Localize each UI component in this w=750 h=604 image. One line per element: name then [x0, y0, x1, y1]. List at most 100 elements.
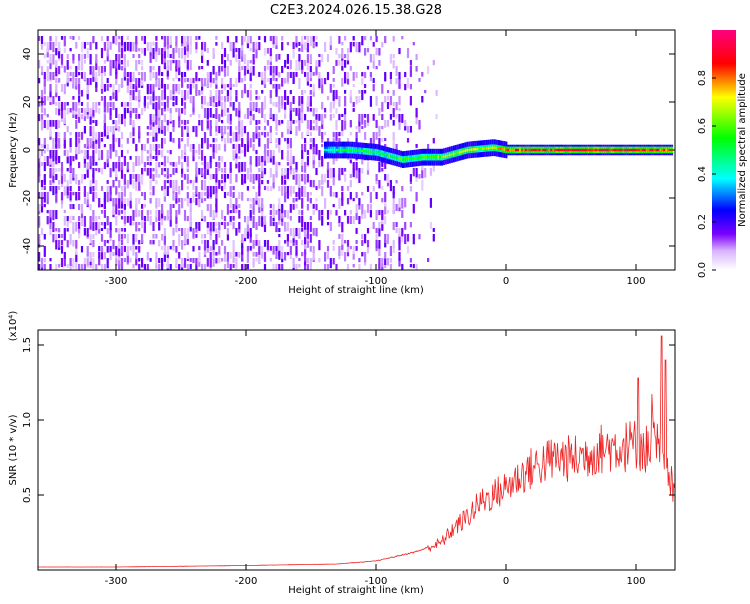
- noise-speck: [95, 168, 98, 171]
- noise-speck: [158, 174, 161, 178]
- noise-speck: [155, 162, 158, 170]
- noise-speck: [72, 36, 75, 40]
- noise-speck: [249, 138, 252, 148]
- noise-speck: [352, 162, 355, 172]
- noise-speck: [175, 72, 178, 79]
- noise-speck: [183, 120, 187, 126]
- noise-speck: [112, 180, 115, 188]
- noise-speck: [72, 108, 75, 115]
- noise-speck: [221, 54, 224, 65]
- noise-speck: [215, 78, 218, 85]
- noise-speck: [83, 186, 86, 197]
- noise-speck: [80, 150, 84, 154]
- noise-speck: [261, 162, 264, 172]
- noise-speck: [95, 132, 98, 140]
- noise-speck: [80, 246, 84, 253]
- noise-speck: [269, 36, 272, 41]
- noise-speck: [198, 156, 201, 160]
- noise-speck: [221, 174, 224, 180]
- noise-speck: [161, 90, 164, 101]
- noise-speck: [226, 96, 229, 102]
- noise-speck: [100, 234, 104, 242]
- noise-speck: [212, 138, 215, 143]
- noise-speck: [123, 222, 126, 227]
- noise-speck: [226, 174, 229, 179]
- noise-speck: [249, 102, 252, 111]
- noise-speck: [223, 216, 227, 222]
- noise-speck: [158, 48, 161, 55]
- noise-speck: [215, 210, 218, 218]
- noise-speck: [38, 252, 41, 262]
- noise-speck: [141, 84, 144, 88]
- noise-speck: [404, 72, 407, 78]
- signal-core: [464, 149, 467, 152]
- noise-speck: [258, 198, 261, 208]
- noise-speck: [181, 168, 184, 174]
- noise-speck: [60, 36, 64, 40]
- noise-speck: [341, 234, 344, 245]
- noise-speck: [246, 198, 249, 202]
- noise-speck: [318, 60, 321, 67]
- noise-speck: [255, 252, 258, 257]
- noise-speck: [38, 150, 41, 159]
- noise-speck: [229, 126, 232, 136]
- signal-core: [376, 151, 379, 154]
- signal-core: [560, 148, 562, 152]
- noise-speck: [78, 138, 81, 144]
- noise-speck: [261, 216, 264, 227]
- noise-speck: [143, 264, 146, 270]
- noise-speck: [135, 78, 138, 87]
- noise-speck: [312, 246, 315, 253]
- noise-speck: [169, 96, 172, 100]
- noise-speck: [215, 186, 218, 193]
- noise-speck: [161, 150, 164, 158]
- noise-speck: [118, 42, 121, 53]
- noise-speck: [298, 228, 301, 238]
- noise-speck: [120, 240, 124, 246]
- noise-speck: [309, 144, 312, 150]
- signal-core: [374, 151, 377, 154]
- noise-speck: [175, 162, 178, 168]
- noise-speck: [432, 60, 435, 66]
- noise-speck: [186, 90, 189, 100]
- noise-speck: [115, 36, 118, 46]
- noise-speck: [338, 138, 341, 143]
- noise-speck: [381, 126, 384, 130]
- noise-speck: [266, 138, 269, 149]
- noise-speck: [218, 102, 221, 107]
- noise-speck: [269, 48, 272, 57]
- noise-speck: [335, 210, 338, 216]
- noise-speck: [198, 90, 201, 96]
- noise-speck: [238, 162, 241, 173]
- noise-speck: [120, 234, 124, 240]
- noise-speck: [264, 270, 266, 277]
- noise-speck: [149, 156, 152, 162]
- noise-speck: [301, 60, 304, 70]
- noise-speck: [80, 210, 84, 218]
- noise-speck: [278, 102, 281, 113]
- noise-speck: [249, 66, 252, 73]
- noise-speck: [95, 42, 98, 50]
- noise-speck: [395, 78, 398, 85]
- noise-speck: [321, 102, 324, 110]
- noise-speck: [338, 216, 341, 223]
- noise-speck: [309, 192, 312, 196]
- noise-speck: [246, 132, 249, 141]
- noise-speck: [126, 216, 129, 223]
- noise-speck: [132, 222, 135, 226]
- noise-speck: [341, 42, 344, 46]
- noise-speck: [166, 168, 169, 176]
- noise-speck: [123, 204, 126, 210]
- noise-speck: [315, 120, 318, 131]
- noise-speck: [201, 84, 204, 91]
- noise-speck: [209, 210, 212, 218]
- noise-speck: [120, 210, 124, 214]
- noise-speck: [338, 54, 341, 59]
- noise-speck: [266, 240, 269, 250]
- noise-speck: [69, 66, 72, 70]
- noise-speck: [332, 114, 335, 119]
- noise-speck: [232, 246, 235, 257]
- noise-speck: [123, 108, 126, 119]
- noise-speck: [295, 192, 298, 198]
- noise-speck: [289, 240, 292, 244]
